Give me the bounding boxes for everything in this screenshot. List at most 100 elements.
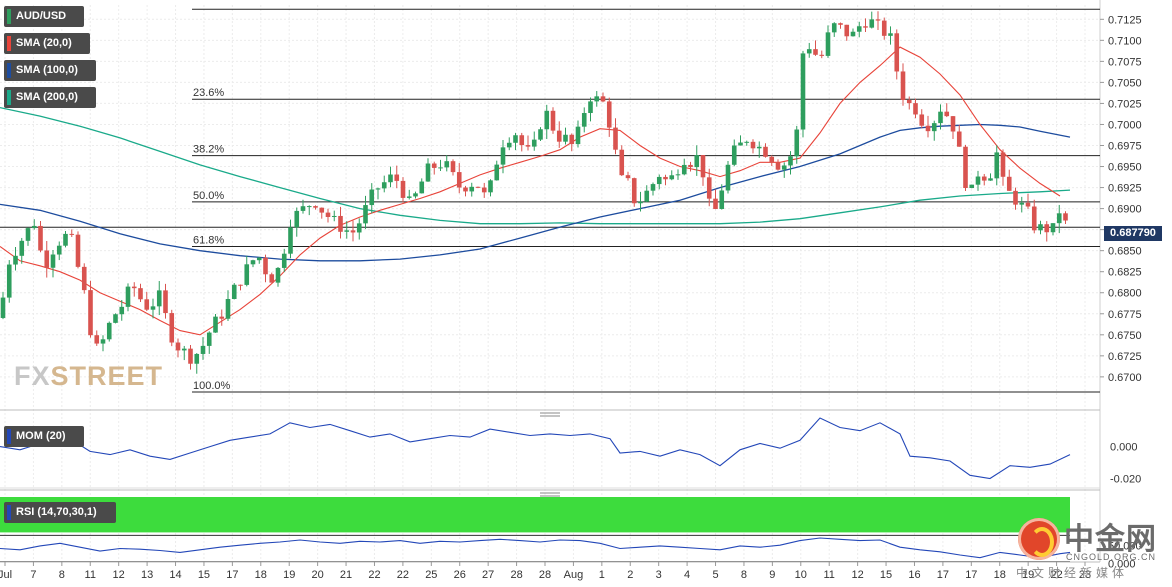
candle-body bbox=[563, 134, 568, 142]
legend-sma200[interactable]: SMA (200,0) bbox=[4, 87, 96, 108]
legend-sma20[interactable]: SMA (20,0) bbox=[4, 33, 90, 54]
candle-body bbox=[281, 253, 287, 268]
candle-body bbox=[344, 230, 350, 232]
date-tick-label: 17 bbox=[937, 569, 949, 581]
candle-body bbox=[444, 161, 450, 168]
candle-body bbox=[588, 101, 593, 114]
mom-line bbox=[0, 417, 1071, 480]
candle-body bbox=[575, 126, 581, 145]
date-tick-label: 11 bbox=[823, 569, 834, 581]
legend-sma20-label: SMA (20,0) bbox=[16, 37, 72, 49]
candle-body bbox=[125, 286, 131, 307]
legend-symbol-label: AUD/USD bbox=[16, 10, 67, 22]
momentum-panel: 0.000 -0.020 bbox=[0, 417, 1141, 489]
candle-body bbox=[888, 33, 893, 36]
candle-body bbox=[931, 123, 937, 132]
legend-sma200-swatch bbox=[7, 90, 11, 105]
legend-sma100[interactable]: SMA (100,0) bbox=[4, 60, 96, 81]
candle-body bbox=[788, 156, 793, 166]
date-tick-label: 1 bbox=[599, 569, 605, 581]
legend-mom[interactable]: MOM (20) bbox=[4, 426, 84, 447]
candle-body bbox=[781, 165, 787, 170]
candle-body bbox=[794, 129, 800, 157]
candle-body bbox=[631, 178, 637, 204]
watermark-fx: FX bbox=[14, 361, 51, 391]
candle-body bbox=[769, 156, 775, 163]
candle-body bbox=[363, 205, 368, 224]
date-tick-label: 21 bbox=[340, 569, 352, 581]
candle-body bbox=[306, 206, 312, 208]
candle-body bbox=[750, 141, 756, 149]
candle-body bbox=[456, 172, 462, 188]
legend-sma100-swatch bbox=[7, 63, 11, 78]
fib-label: 61.8% bbox=[193, 234, 224, 246]
candle-body bbox=[338, 215, 343, 232]
candle-body bbox=[731, 145, 737, 165]
fibonacci-levels: 23.6% 38.2% 50.0% 61.8% 100.0% bbox=[0, 8, 1100, 393]
candle-body bbox=[581, 113, 587, 127]
candle-body bbox=[350, 230, 356, 233]
grid bbox=[0, 0, 1101, 562]
candle-body bbox=[263, 257, 268, 275]
candle-body bbox=[238, 284, 243, 286]
moving-averages bbox=[0, 46, 1071, 336]
candle-body bbox=[88, 290, 93, 336]
candle-body bbox=[25, 228, 31, 241]
price-tick-label: 0.7100 bbox=[1108, 35, 1142, 47]
candle-body bbox=[388, 174, 393, 183]
price-tick-label: 0.6700 bbox=[1108, 372, 1142, 384]
candle-body bbox=[244, 264, 250, 285]
cngold-logo-site: CNGOLD.ORG.CN bbox=[1066, 552, 1157, 562]
candle-body bbox=[369, 189, 375, 206]
date-tick-label: 15 bbox=[198, 569, 210, 581]
candle-body bbox=[719, 190, 725, 209]
candle-body bbox=[913, 103, 918, 115]
candle-body bbox=[75, 234, 81, 267]
candle-body bbox=[656, 176, 662, 185]
candle-body bbox=[175, 342, 181, 351]
candle-body bbox=[250, 260, 256, 265]
candle-body bbox=[1006, 176, 1012, 191]
candle-body bbox=[819, 54, 825, 56]
mom-tick-label: 0.000 bbox=[1110, 442, 1138, 454]
date-tick-label: 2 bbox=[627, 569, 633, 581]
candle-body bbox=[31, 225, 37, 229]
candle-body bbox=[63, 233, 68, 246]
price-tick-label: 0.6775 bbox=[1108, 309, 1142, 321]
candle-body bbox=[519, 135, 525, 146]
candle-body bbox=[813, 49, 818, 55]
candle-body bbox=[706, 177, 712, 199]
candle-body bbox=[744, 141, 750, 143]
candle-body bbox=[775, 162, 781, 170]
date-tick-label: 27 bbox=[482, 569, 494, 581]
candle-body bbox=[50, 254, 56, 268]
date-tick-label: 19 bbox=[1022, 569, 1034, 581]
legend-symbol[interactable]: AUD/USD bbox=[4, 6, 84, 27]
candle-body bbox=[400, 180, 406, 198]
candle-body bbox=[950, 116, 956, 132]
date-tick-label: 5 bbox=[712, 569, 718, 581]
candlesticks bbox=[0, 11, 1068, 374]
candle-body bbox=[600, 96, 606, 102]
rsi-tick-label: 50.000 bbox=[1108, 540, 1142, 552]
date-tick-label: 18 bbox=[994, 569, 1006, 581]
candle-body bbox=[525, 145, 531, 147]
candle-body bbox=[169, 313, 175, 343]
candle-body bbox=[181, 348, 187, 351]
candle-body bbox=[256, 257, 262, 261]
candle-body bbox=[56, 245, 62, 255]
candle-body bbox=[956, 131, 962, 147]
candle-body bbox=[481, 187, 487, 193]
sma200-line bbox=[0, 106, 1071, 225]
candle-body bbox=[375, 188, 381, 190]
candle-body bbox=[856, 26, 862, 32]
date-tick-label: 17 bbox=[965, 569, 977, 581]
candle-body bbox=[0, 297, 6, 318]
price-tick-label: 0.6925 bbox=[1108, 183, 1142, 195]
candle-body bbox=[413, 193, 418, 197]
legend-rsi[interactable]: RSI (14,70,30,1) bbox=[4, 502, 116, 523]
date-tick-label: 10 bbox=[795, 569, 807, 581]
date-tick-label: 14 bbox=[169, 569, 181, 581]
price-tick-label: 0.7050 bbox=[1108, 77, 1142, 89]
price-tick-label: 0.6850 bbox=[1108, 246, 1142, 258]
